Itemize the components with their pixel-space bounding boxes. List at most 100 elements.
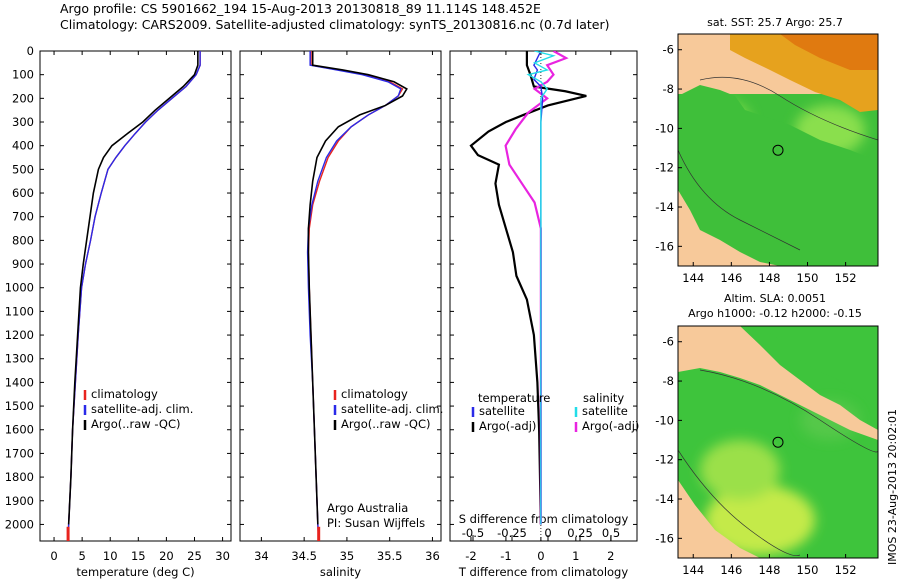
temperature-x-axis-label: temperature (deg C): [76, 565, 194, 579]
salinity-difference-axis-label: S difference from climatology: [459, 512, 629, 526]
salinity-line-argo-raw-qc-: [307, 51, 408, 525]
sla-map-y-tick-label: -14: [655, 492, 674, 506]
temperature-line-argo-raw-qc-: [67, 51, 199, 525]
depth-tick-label: 500: [12, 162, 34, 176]
sla-map-title-2: Argo h1000: -0.12 h2000: -0.15: [688, 307, 862, 320]
temperature-x-tick-label: 25: [187, 549, 202, 563]
temperature-x-tick-label: 15: [131, 549, 146, 563]
difference-legend-label: satellite: [582, 404, 628, 418]
salinity-panel-frame: [239, 50, 442, 542]
imos-timestamp: IMOS 23-Aug-2013 20:02:01: [886, 409, 899, 565]
depth-tick-label: 1200: [5, 328, 34, 342]
difference-legend-label: Argo(-adj): [582, 419, 639, 433]
sst-map-title: sat. SST: 25.7 Argo: 25.7: [707, 16, 843, 29]
difference-legend-title: salinity: [583, 391, 624, 405]
depth-tick-label: 1800: [5, 470, 34, 484]
depth-tick-label: 200: [12, 91, 34, 105]
sst-map-y-tick-label: -6: [663, 43, 674, 57]
salinity-annotation-1: Argo Australia: [327, 501, 408, 515]
depth-tick-label: 1700: [5, 446, 34, 460]
sst-map-y-tick-label: -8: [663, 82, 674, 96]
salinity-x-tick-label: 34: [254, 549, 269, 563]
depth-tick-label: 1300: [5, 352, 34, 366]
difference-series-group: [469, 51, 587, 525]
salinity-difference-tick-label: 0.5: [602, 526, 620, 540]
sst-map-x-tick-label: 150: [797, 271, 819, 285]
difference-x-tick-label: -1: [500, 549, 511, 563]
depth-tick-label: 900: [12, 257, 34, 271]
depth-tick-label: 1400: [5, 375, 34, 389]
sla-map-title-1: Altim. SLA: 0.0051: [724, 292, 826, 305]
salinity-difference-tick-label: 0: [544, 526, 551, 540]
sla-map: Altim. SLA: 0.0051 Argo h1000: -0.12 h20…: [677, 292, 879, 559]
salinity-x-tick-label: 36: [425, 549, 440, 563]
sst-map-x-tick-label: 144: [682, 271, 704, 285]
temperature-legend-label: satellite-adj. clim.: [91, 402, 193, 416]
salinity-series-group: [306, 51, 408, 541]
salinity-x-axis-label: salinity: [320, 565, 361, 579]
sst-map-field: [678, 34, 878, 266]
sla-map-y-tick-label: -16: [655, 531, 674, 545]
depth-tick-label: 0: [27, 44, 34, 58]
sst-map-y-tick-label: -10: [655, 121, 674, 135]
difference-line-argo-adj-: [469, 51, 587, 525]
sst-map: sat. SST: 25.7 Argo: 25.7: [677, 16, 879, 267]
sla-map-y-tick-label: -6: [663, 335, 674, 349]
depth-tick-label: 1100: [5, 304, 34, 318]
depth-tick-label: 800: [12, 233, 34, 247]
temperature-x-tick-label: 5: [78, 549, 85, 563]
difference-line-satellite: [526, 51, 556, 525]
depth-tick-label: 1600: [5, 423, 34, 437]
sst-map-x-tick-label: 146: [720, 271, 742, 285]
difference-legend-title: temperature: [478, 391, 550, 405]
difference-x-tick-label: -2: [465, 549, 476, 563]
sla-map-x-tick-label: 148: [758, 563, 780, 577]
difference-x-axis-label: T difference from climatology: [458, 565, 629, 579]
sla-map-x-tick-label: 150: [797, 563, 819, 577]
depth-tick-label: 1000: [5, 281, 34, 295]
sla-map-y-tick-label: -10: [655, 413, 674, 427]
difference-x-tick-label: 2: [607, 549, 614, 563]
sst-map-y-tick-label: -12: [655, 161, 674, 175]
sst-map-frame: [677, 33, 879, 267]
salinity-difference-tick-label: -0.25: [497, 526, 527, 540]
depth-tick-label: 1500: [5, 399, 34, 413]
sla-map-x-tick-label: 146: [720, 563, 742, 577]
difference-panel-frame: [449, 50, 638, 542]
sla-map-y-tick-label: -8: [663, 374, 674, 388]
salinity-difference-tick-label: 0.25: [567, 526, 593, 540]
difference-x-tick-label: 0: [537, 549, 544, 563]
temperature-legend-label: climatology: [91, 387, 158, 401]
salinity-x-tick-label: 34.5: [291, 549, 317, 563]
temperature-series-group: [67, 51, 201, 541]
depth-tick-label: 600: [12, 186, 34, 200]
header-line-2: Climatology: CARS2009. Satellite-adjuste…: [60, 17, 610, 32]
difference-x-tick-label: 1: [572, 549, 579, 563]
sla-map-field: [678, 326, 878, 558]
sst-map-x-tick-label: 148: [758, 271, 780, 285]
depth-tick-label: 700: [12, 210, 34, 224]
sla-map-argo-location-marker: [772, 436, 784, 448]
depth-tick-label: 400: [12, 139, 34, 153]
temperature-x-tick-label: 10: [103, 549, 118, 563]
difference-line-argo-adj-: [504, 51, 569, 525]
sst-map-y-tick-label: -14: [655, 200, 674, 214]
temperature-x-tick-label: 20: [159, 549, 174, 563]
header-line-1: Argo profile: CS 5901662_194 15-Aug-2013…: [60, 1, 541, 16]
depth-tick-label: 100: [12, 68, 34, 82]
salinity-x-tick-label: 35: [340, 549, 355, 563]
difference-legend-label: Argo(-adj): [479, 419, 536, 433]
salinity-annotation-2: PI: Susan Wijffels: [327, 516, 425, 530]
salinity-x-tick-label: 35.5: [377, 549, 403, 563]
sla-map-x-tick-label: 144: [682, 563, 704, 577]
temperature-legend-label: Argo(..raw -QC): [91, 417, 181, 431]
salinity-legend-label: satellite-adj. clim.: [341, 402, 443, 416]
sla-map-y-tick-label: -12: [655, 453, 674, 467]
sst-map-y-tick-label: -16: [655, 239, 674, 253]
sst-map-x-tick-label: 152: [835, 271, 857, 285]
temperature-panel-frame: [39, 50, 232, 542]
sla-map-frame: [677, 325, 879, 559]
sla-map-x-tick-label: 152: [835, 563, 857, 577]
difference-legend-label: satellite: [479, 404, 525, 418]
